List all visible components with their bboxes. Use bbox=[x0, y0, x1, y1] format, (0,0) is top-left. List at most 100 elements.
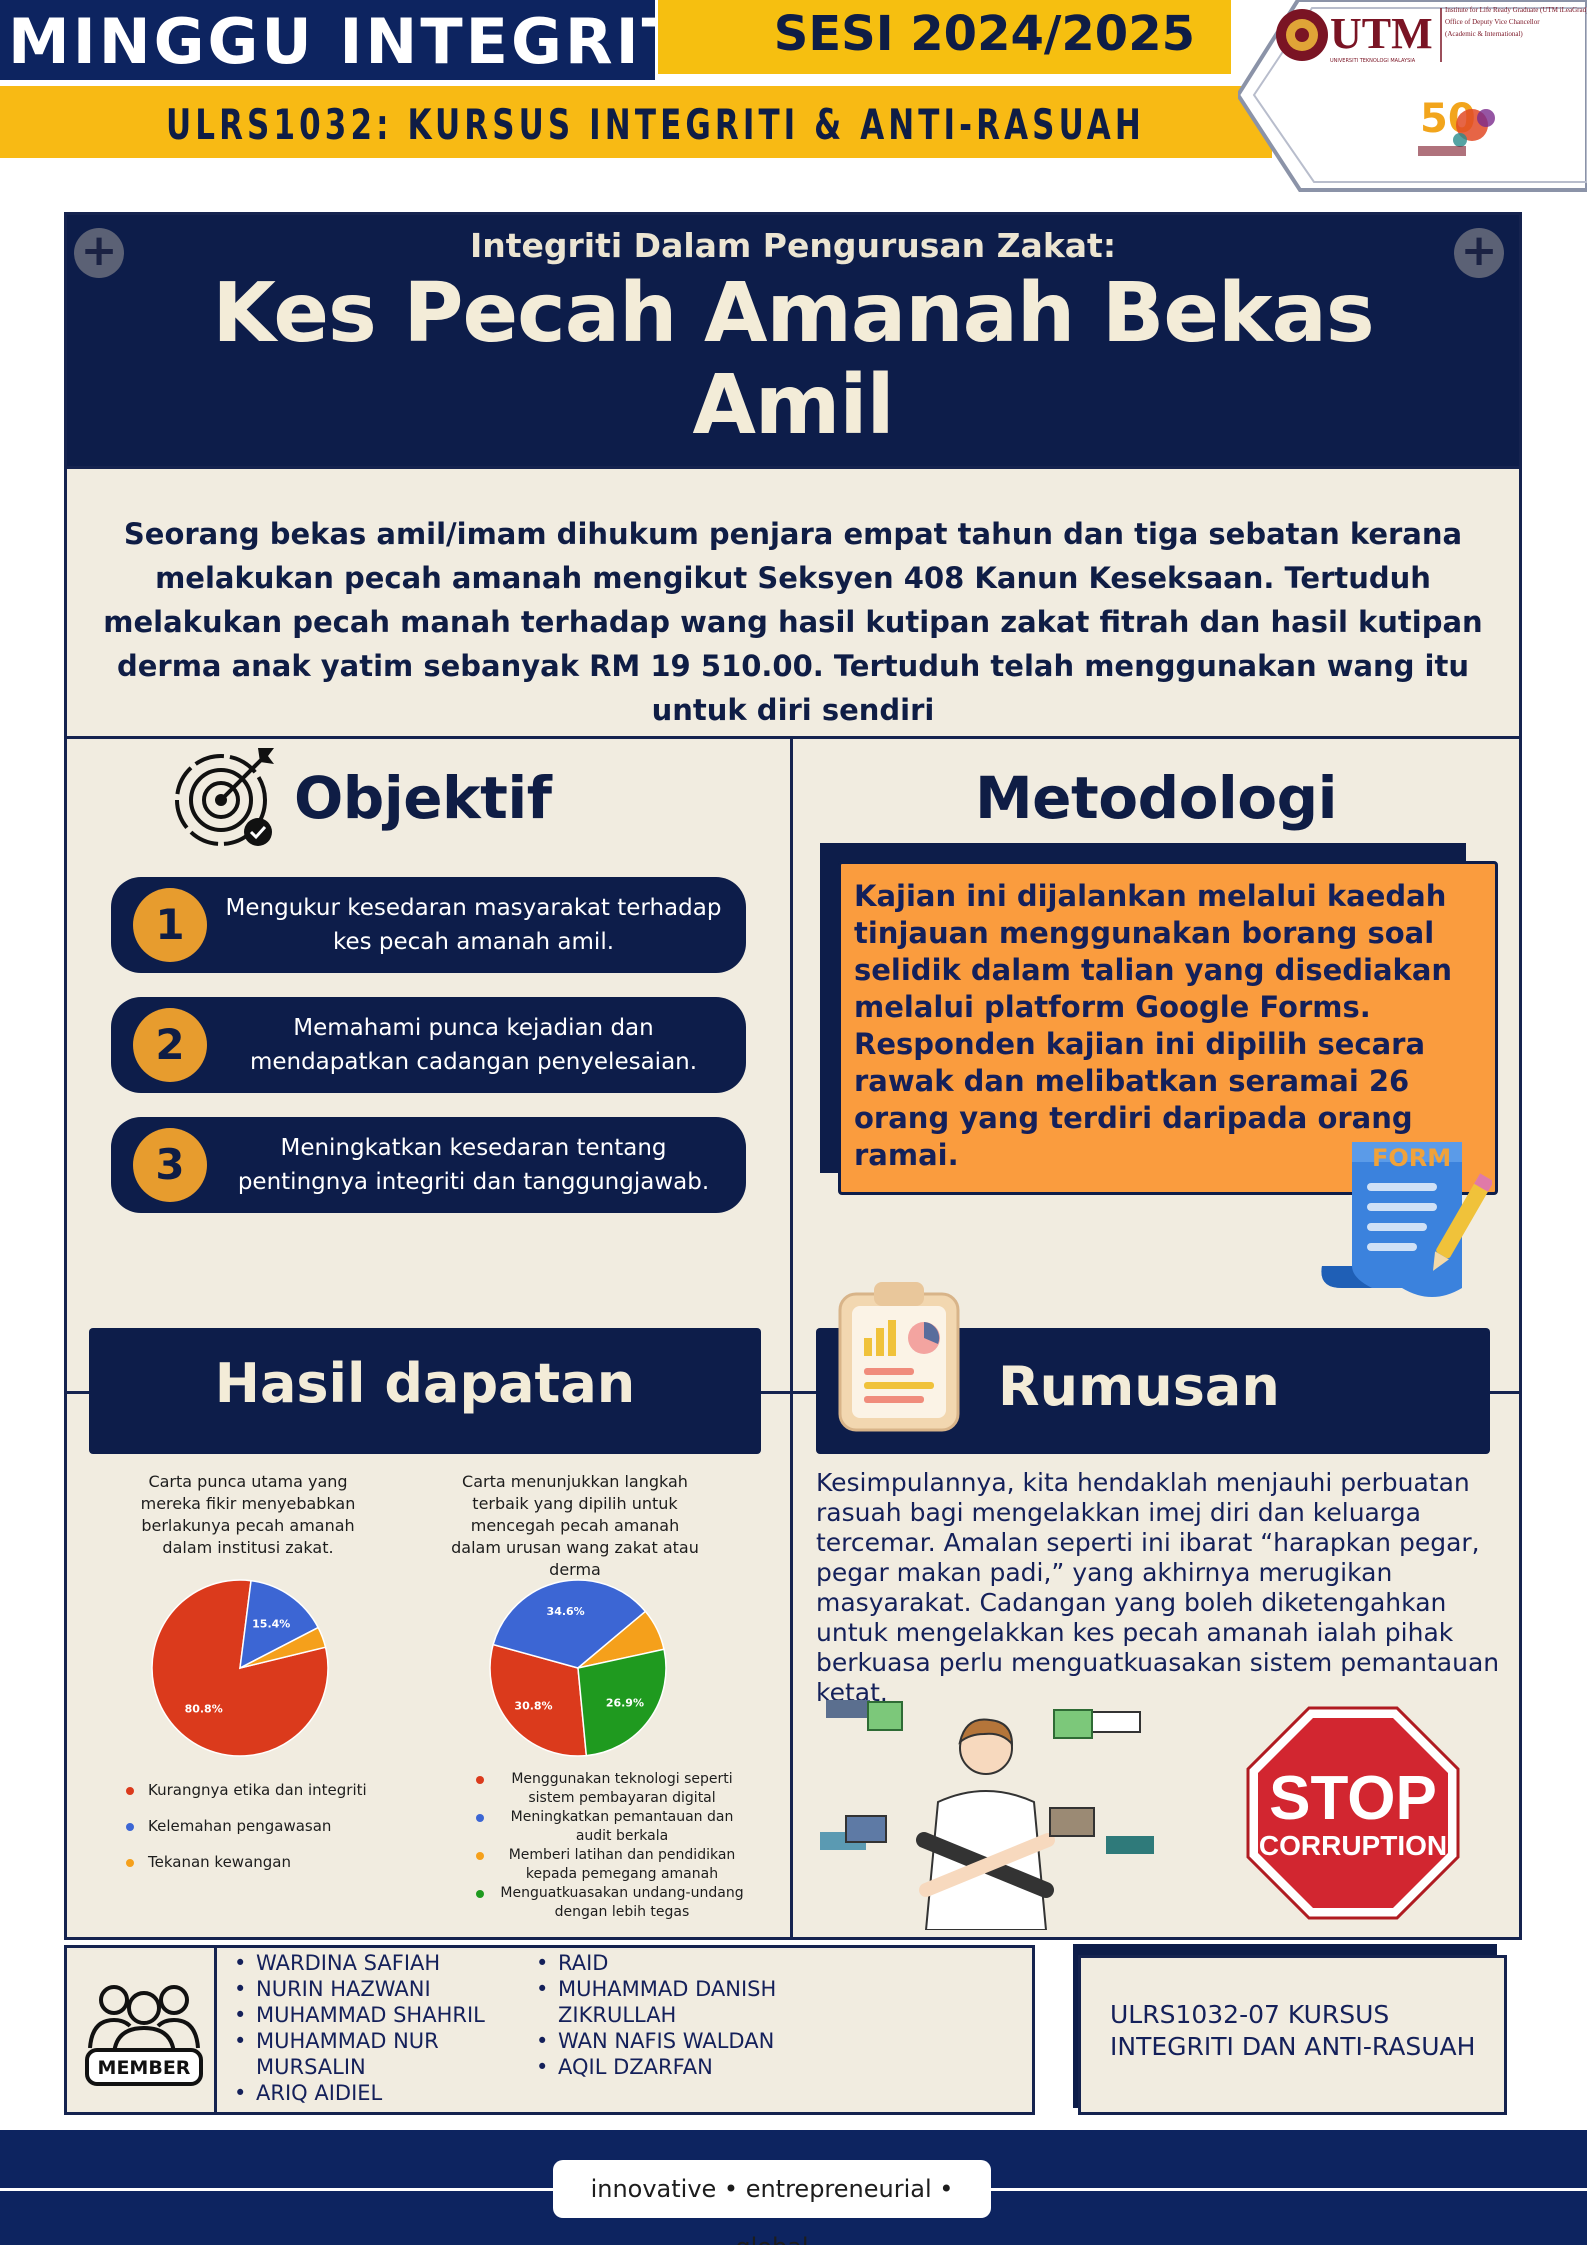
utm-institute-2: Office of Deputy Vice Chancellor bbox=[1445, 18, 1540, 26]
utm-crest-icon bbox=[1276, 9, 1328, 61]
legend-item: Kelemahan pengawasan bbox=[126, 1816, 406, 1836]
stop-text: STOP bbox=[1269, 1764, 1437, 1833]
members-list-1: WARDINA SAFIAH NURIN HAZWANI MUHAMMAD SH… bbox=[234, 1950, 514, 2106]
legend-swatch bbox=[126, 1822, 134, 1831]
course-code-box bbox=[1078, 1955, 1507, 2115]
legend-label: Tekanan kewangan bbox=[148, 1853, 291, 1871]
header-title: MINGGU INTEGRITI bbox=[8, 5, 714, 78]
divider bbox=[64, 1391, 1522, 1394]
chart-1-legend: Kurangnya etika dan integriti Kelemahan … bbox=[126, 1780, 406, 1872]
pie-slice bbox=[239, 1626, 327, 1669]
legend-item: Kurangnya etika dan integriti bbox=[126, 1780, 406, 1800]
member-name: RAID bbox=[536, 1950, 826, 1976]
member-group-icon: MEMBER bbox=[84, 1978, 204, 2088]
utm-logo-panel: UTM UNIVERSITI TEKNOLOGI MALAYSIA Instit… bbox=[1235, 0, 1587, 194]
corruption-text: CORRUPTION bbox=[1259, 1830, 1447, 1861]
legend-label: Kelemahan pengawasan bbox=[148, 1817, 332, 1835]
objective-text: Memahami punca kejadian dan mendapatkan … bbox=[249, 1015, 698, 1075]
objective-item: 1 Mengukur kesedaran masyarakat terhadap… bbox=[111, 877, 746, 973]
chart-2-title: Carta menunjukkan langkah terbaik yang d… bbox=[451, 1472, 699, 1579]
pie-value-label: 34.6% bbox=[547, 1605, 585, 1618]
objektif-heading: Objektif bbox=[294, 764, 552, 832]
legend-swatch bbox=[126, 1786, 134, 1795]
member-name: AQIL DZARFAN bbox=[536, 2054, 826, 2080]
legend-swatch bbox=[476, 1776, 484, 1784]
legend-label: Memberi latihan dan pendidikan kepada pe… bbox=[508, 1847, 736, 1882]
target-icon bbox=[166, 742, 281, 857]
member-name: WAN NAFIS WALDAN bbox=[536, 2028, 826, 2054]
legend-label: Menguatkuasakan undang-undang dengan leb… bbox=[500, 1885, 744, 1920]
pie-value-label: 30.8% bbox=[514, 1699, 552, 1712]
legend-item: Menggunakan teknologi seperti sistem pem… bbox=[476, 1770, 746, 1808]
objective-number: 3 bbox=[133, 1128, 207, 1202]
fifty-years-badge-icon: 50 bbox=[1418, 96, 1495, 156]
legend-item: Menguatkuasakan undang-undang dengan leb… bbox=[476, 1884, 746, 1922]
pie-value-label: 15.4% bbox=[252, 1617, 290, 1630]
legend-label: Meningkatkan pemantauan dan audit berkal… bbox=[510, 1809, 734, 1844]
member-name: MUHAMMAD DANISH ZIKRULLAH bbox=[536, 1976, 826, 2028]
objective-text: Meningkatkan kesedaran tentang pentingny… bbox=[237, 1135, 710, 1195]
legend-item: Tekanan kewangan bbox=[126, 1852, 406, 1872]
pie-chart-langkah: 30.8% 34.6% 26.9% bbox=[489, 1579, 667, 1757]
legend-swatch bbox=[126, 1858, 134, 1867]
member-name: MUHAMMAD NUR MURSALIN bbox=[234, 2028, 514, 2080]
pie-slice bbox=[577, 1648, 667, 1757]
header-title-bar bbox=[0, 0, 655, 80]
chart-2-legend: Menggunakan teknologi seperti sistem pem… bbox=[476, 1770, 746, 1922]
plus-icon: + bbox=[1454, 228, 1504, 278]
pie-value-label: 26.9% bbox=[606, 1696, 644, 1709]
divider bbox=[64, 736, 1522, 739]
legend-swatch bbox=[476, 1814, 484, 1822]
member-name: ARIQ AIDIEL bbox=[234, 2080, 514, 2106]
member-name: WARDINA SAFIAH bbox=[234, 1950, 514, 1976]
reject-bribe-illustration-icon bbox=[806, 1690, 1166, 1931]
footer-tagline: innovative • entrepreneurial • global bbox=[553, 2160, 991, 2245]
objective-item: 3 Meningkatkan kesedaran tentang penting… bbox=[111, 1117, 746, 1213]
metodologi-box bbox=[838, 861, 1498, 1195]
member-label: MEMBER bbox=[98, 2057, 191, 2079]
chart-1-title: Carta punca utama yang mereka fikir meny… bbox=[140, 1472, 356, 1557]
divider bbox=[790, 736, 793, 1940]
rumusan-heading: Rumusan bbox=[998, 1355, 1280, 1418]
case-title: Kes Pecah Amanah Bekas Amil bbox=[64, 268, 1522, 452]
legend-label: Menggunakan teknologi seperti sistem pem… bbox=[511, 1771, 733, 1806]
legend-swatch bbox=[476, 1890, 484, 1898]
pie-slice bbox=[492, 1579, 647, 1669]
objective-number: 2 bbox=[133, 1008, 207, 1082]
hasil-banner bbox=[89, 1328, 761, 1454]
header-session-bar bbox=[658, 0, 1231, 74]
metodologi-text: Kajian ini dijalankan melalui kaedah tin… bbox=[854, 879, 1453, 1172]
pie-value-label: 80.8% bbox=[185, 1703, 223, 1716]
utm-logo-text: UTM bbox=[1330, 9, 1433, 58]
legend-swatch bbox=[476, 1852, 484, 1860]
form-document-icon: FORM bbox=[1312, 1138, 1494, 1308]
utm-logo-small: UNIVERSITI TEKNOLOGI MALAYSIA bbox=[1330, 58, 1416, 64]
header-course: ULRS1032: KURSUS INTEGRITI & ANTI-RASUAH bbox=[166, 100, 1145, 149]
objective-text: Mengukur kesedaran masyarakat terhadap k… bbox=[225, 895, 722, 955]
rumusan-text: Kesimpulannya, kita hendaklah menjauhi p… bbox=[816, 1468, 1500, 1707]
clipboard-report-icon bbox=[832, 1276, 972, 1436]
divider bbox=[214, 1945, 217, 2115]
plus-icon: + bbox=[74, 228, 124, 278]
member-name: MUHAMMAD SHAHRIL bbox=[234, 2002, 514, 2028]
pie-slice bbox=[239, 1579, 320, 1670]
course-code: ULRS1032-07 KURSUS INTEGRITI DAN ANTI-RA… bbox=[1110, 2000, 1476, 2061]
form-label: FORM bbox=[1372, 1144, 1451, 1172]
header-session: SESI 2024/2025 bbox=[773, 6, 1195, 62]
metodologi-heading: Metodologi bbox=[974, 764, 1338, 832]
utm-institute-1: Institute for Life Ready Graduate (UTM i… bbox=[1445, 6, 1587, 14]
legend-item: Memberi latihan dan pendidikan kepada pe… bbox=[476, 1846, 746, 1884]
header-course-bar bbox=[0, 86, 1272, 158]
legend-label: Kurangnya etika dan integriti bbox=[148, 1781, 367, 1799]
pie-slice bbox=[489, 1643, 588, 1757]
case-summary: Seorang bekas amil/imam dihukum penjara … bbox=[103, 517, 1483, 727]
case-subtitle: Integriti Dalam Pengurusan Zakat: bbox=[469, 226, 1117, 265]
members-list-2: RAID MUHAMMAD DANISH ZIKRULLAH WAN NAFIS… bbox=[536, 1950, 826, 2080]
case-title-line-1: Kes Pecah Amanah Bekas bbox=[212, 266, 1374, 361]
objective-item: 2 Memahami punca kejadian dan mendapatka… bbox=[111, 997, 746, 1093]
pie-chart-punca: 80.8% 15.4% bbox=[151, 1579, 329, 1757]
legend-item: Meningkatkan pemantauan dan audit berkal… bbox=[476, 1808, 746, 1846]
member-name: NURIN HAZWANI bbox=[234, 1976, 514, 2002]
utm-institute-3: (Academic & International) bbox=[1445, 30, 1523, 38]
objective-number: 1 bbox=[133, 888, 207, 962]
